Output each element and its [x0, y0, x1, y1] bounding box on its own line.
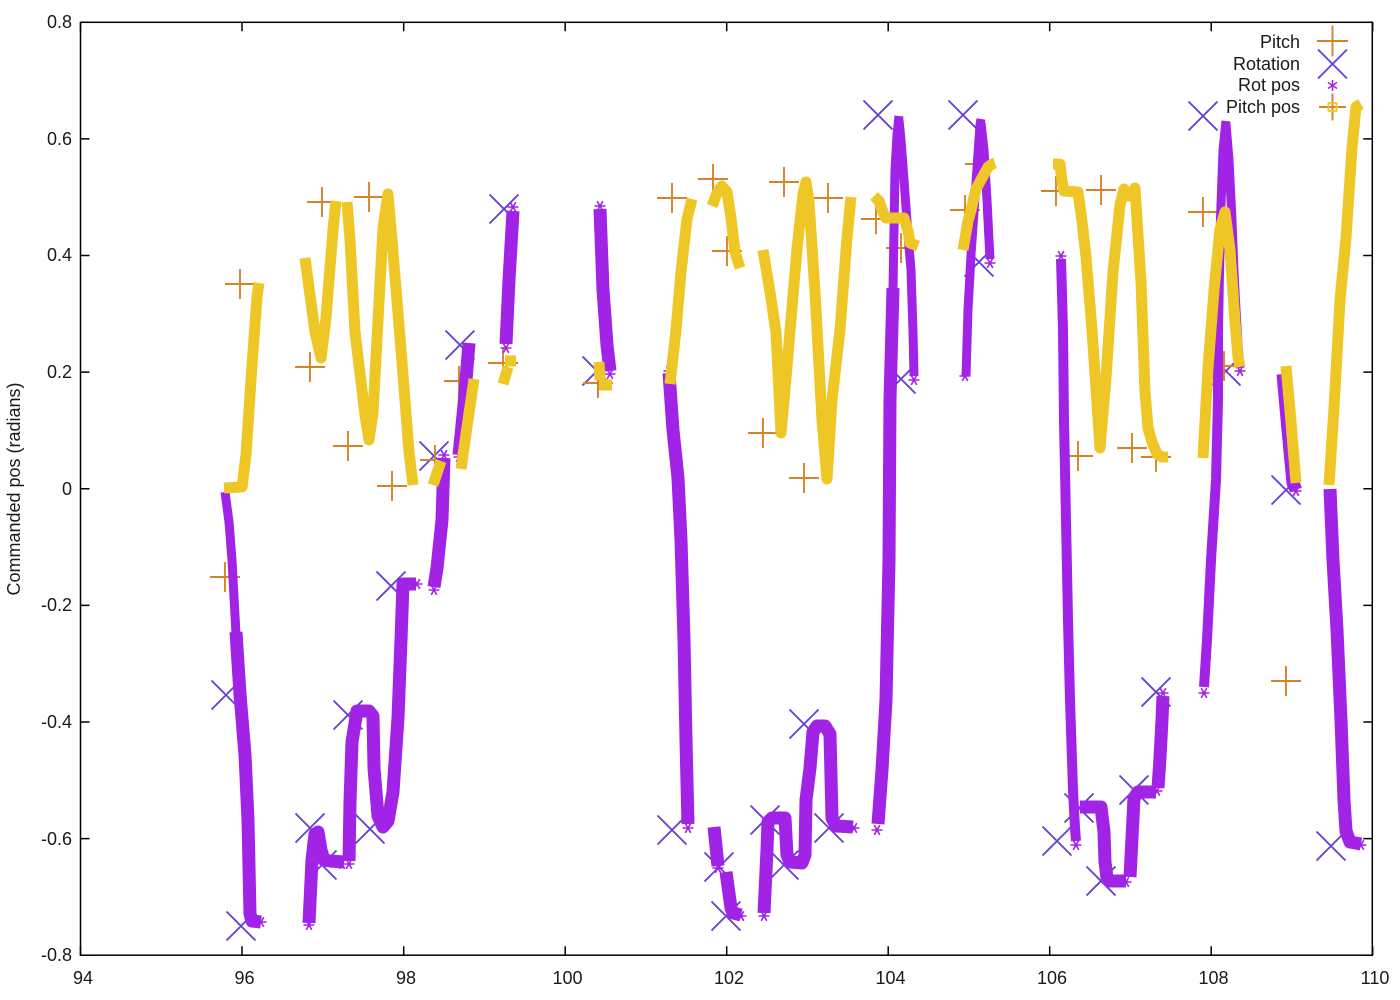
svg-text:0.2: 0.2: [47, 362, 72, 382]
svg-text:-0.6: -0.6: [41, 829, 72, 849]
svg-text:104: 104: [875, 968, 905, 988]
svg-text:102: 102: [714, 968, 744, 988]
svg-text:Rot pos: Rot pos: [1238, 75, 1300, 95]
svg-text:Pitch pos: Pitch pos: [1226, 97, 1300, 117]
svg-text:108: 108: [1198, 968, 1228, 988]
svg-text:0.8: 0.8: [47, 12, 72, 32]
svg-text:106: 106: [1037, 968, 1067, 988]
svg-text:0.4: 0.4: [47, 245, 72, 265]
svg-text:Rotation: Rotation: [1233, 54, 1300, 74]
svg-text:98: 98: [396, 968, 416, 988]
svg-text:0: 0: [62, 479, 72, 499]
svg-text:Commanded pos (radians): Commanded pos (radians): [4, 382, 24, 595]
svg-text:-0.8: -0.8: [41, 945, 72, 965]
svg-text:96: 96: [234, 968, 254, 988]
svg-text:-0.2: -0.2: [41, 595, 72, 615]
svg-text:94: 94: [73, 968, 93, 988]
svg-text:110: 110: [1361, 968, 1390, 988]
svg-text:Pitch: Pitch: [1260, 32, 1300, 52]
svg-text:-0.4: -0.4: [41, 712, 72, 732]
svg-text:0.6: 0.6: [47, 129, 72, 149]
svg-text:100: 100: [552, 968, 582, 988]
